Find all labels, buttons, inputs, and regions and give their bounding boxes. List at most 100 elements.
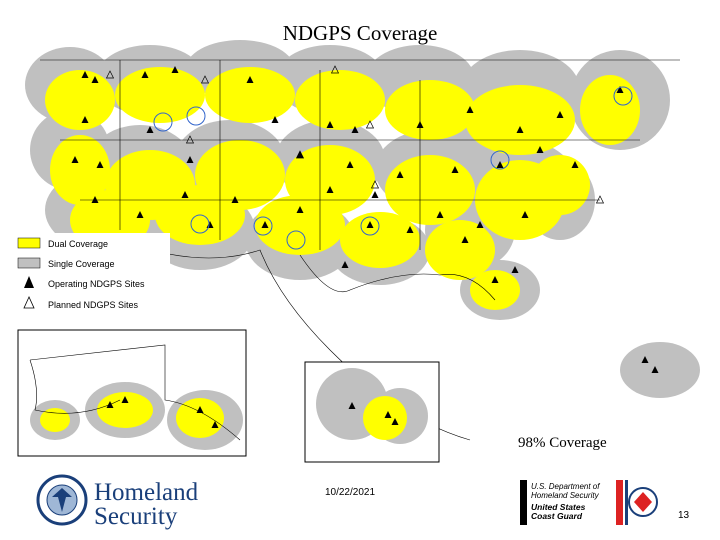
- operating-site: [326, 121, 334, 128]
- operating-site: [296, 206, 304, 213]
- operating-site: [511, 266, 519, 273]
- legend-icon-operating: [24, 276, 34, 288]
- dual-coverage-area: [205, 67, 295, 123]
- operating-site: [476, 221, 484, 228]
- dhs-wordmark: Homeland: [94, 479, 199, 506]
- planned-site-ring: [490, 150, 510, 170]
- planned-site: [185, 135, 195, 144]
- operating-site: [391, 418, 399, 425]
- dual-coverage-area: [340, 212, 420, 268]
- operating-site: [616, 86, 624, 93]
- operating-site: [351, 126, 359, 133]
- planned-site-ring: [286, 230, 306, 250]
- operating-site: [196, 406, 204, 413]
- slide-date: 10/22/2021: [325, 487, 375, 498]
- planned-site-ring: [253, 216, 273, 236]
- dual-coverage-area: [530, 155, 590, 215]
- alaska-inset-frame: [17, 329, 247, 457]
- dual-coverage-area: [580, 75, 640, 145]
- dual-coverage-area: [465, 85, 575, 155]
- operating-site: [91, 76, 99, 83]
- operating-site: [296, 151, 304, 158]
- alaska-inset: [29, 344, 243, 450]
- legend-label: Single Coverage: [48, 259, 115, 269]
- uscg-bar: [520, 480, 527, 525]
- dual-coverage-area: [255, 195, 345, 255]
- operating-site: [396, 171, 404, 178]
- operating-site: [81, 71, 89, 78]
- operating-site: [641, 356, 649, 363]
- planned-site: [200, 75, 210, 84]
- planned-site: [365, 120, 375, 129]
- operating-site: [146, 126, 154, 133]
- operating-site: [436, 211, 444, 218]
- operating-site: [521, 211, 529, 218]
- planned-site: [370, 180, 380, 189]
- uscg-stripe: [625, 480, 628, 525]
- dual-coverage-area: [45, 70, 115, 130]
- operating-site: [211, 421, 219, 428]
- uscg-text: Homeland Security: [531, 491, 600, 500]
- operating-site: [571, 161, 579, 168]
- dhs-wordmark: Security: [94, 503, 178, 530]
- operating-site: [106, 401, 114, 408]
- operating-site: [341, 261, 349, 268]
- coverage-annotation: 98% Coverage: [518, 435, 607, 451]
- legend-swatch-single: [17, 257, 41, 269]
- legend-label: Planned NDGPS Sites: [48, 300, 139, 310]
- planned-site: [595, 195, 605, 204]
- operating-site: [366, 221, 374, 228]
- dual-coverage-area: [50, 135, 110, 205]
- planned-site: [295, 150, 305, 159]
- coverage-map: [25, 40, 700, 441]
- dual-coverage-area: [425, 220, 495, 280]
- uscg-text: United States: [531, 502, 586, 512]
- dual-coverage-area: [176, 398, 224, 438]
- dual-coverage-area: [385, 155, 475, 225]
- legend-swatch-dual: [17, 237, 41, 249]
- dhs-seal-eagle: [52, 488, 72, 512]
- dual-coverage-area: [40, 408, 70, 432]
- operating-site: [406, 226, 414, 233]
- uscg-stripe: [616, 480, 623, 525]
- operating-site: [181, 191, 189, 198]
- operating-site: [141, 71, 149, 78]
- uscg-text: Coast Guard: [531, 511, 583, 521]
- operating-site: [71, 156, 79, 163]
- operating-site: [136, 211, 144, 218]
- operating-site: [384, 411, 392, 418]
- operating-site: [651, 366, 659, 373]
- planned-site: [105, 70, 115, 79]
- legend: Dual Coverage Single Coverage Operating …: [12, 233, 170, 315]
- planned-site-ring: [186, 106, 206, 126]
- alaska-outline: [29, 344, 241, 441]
- operating-site: [96, 161, 104, 168]
- legend-icon-planned: [23, 296, 35, 309]
- legend-label: Operating NDGPS Sites: [48, 279, 145, 289]
- planned-site: [330, 65, 340, 74]
- operating-site: [186, 156, 194, 163]
- operating-site: [326, 186, 334, 193]
- operating-site: [556, 111, 564, 118]
- operating-site: [271, 116, 279, 123]
- dhs-logo: Homeland Security: [36, 474, 199, 530]
- state-border: [40, 59, 680, 301]
- operating-site: [231, 196, 239, 203]
- legend-label: Dual Coverage: [48, 239, 108, 249]
- planned-site-ring: [190, 214, 210, 234]
- uscg-text: U.S. Department of: [531, 482, 600, 491]
- uscg-logo: U.S. Department of Homeland Security Uni…: [520, 480, 658, 525]
- operating-site: [81, 116, 89, 123]
- operating-site: [346, 161, 354, 168]
- slide-title: NDGPS Coverage: [283, 21, 438, 45]
- operating-site: [91, 196, 99, 203]
- operating-site: [416, 121, 424, 128]
- dual-coverage-area: [97, 392, 153, 428]
- operating-site: [496, 161, 504, 168]
- operating-site: [371, 191, 379, 198]
- operating-site: [171, 66, 179, 73]
- operating-site: [536, 146, 544, 153]
- planned-site-ring: [360, 216, 380, 236]
- operating-site: [246, 76, 254, 83]
